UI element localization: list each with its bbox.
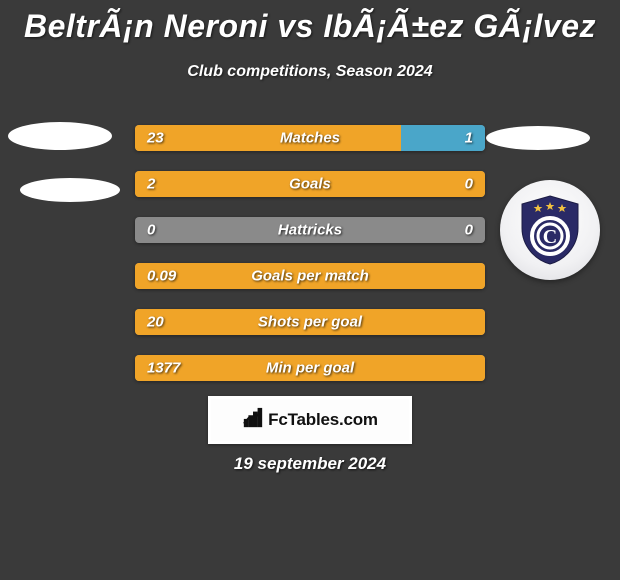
stat-left-value: 0 — [147, 222, 155, 239]
stat-row: 2 Goals 0 — [135, 171, 485, 197]
right-placeholder-ellipse — [486, 126, 590, 150]
stat-label: Shots per goal — [258, 314, 362, 331]
stat-label: Matches — [280, 130, 340, 147]
stat-left-value: 0.09 — [147, 268, 176, 285]
date-text: 19 september 2024 — [234, 454, 386, 474]
stat-row: 0.09 Goals per match — [135, 263, 485, 289]
stat-right-value: 0 — [465, 222, 473, 239]
stat-row: 0 Hattricks 0 — [135, 217, 485, 243]
chart-icon — [242, 407, 264, 434]
subtitle: Club competitions, Season 2024 — [0, 63, 620, 81]
brand-label: FcTables.com — [268, 410, 378, 430]
stat-left-value: 23 — [147, 130, 164, 147]
stat-left-value: 2 — [147, 176, 155, 193]
stat-left-value: 1377 — [147, 360, 180, 377]
stat-left-value: 20 — [147, 314, 164, 331]
stat-label: Goals per match — [251, 268, 369, 285]
stat-right-value: 0 — [465, 176, 473, 193]
stat-bar-left — [135, 125, 401, 151]
left-placeholder-ellipse-1 — [8, 122, 112, 150]
brand-box: FcTables.com — [208, 396, 412, 444]
stat-right-value: 1 — [465, 130, 473, 147]
stat-label: Hattricks — [278, 222, 342, 239]
svg-text:C: C — [543, 226, 557, 248]
stat-rows: 23 Matches 1 2 Goals 0 0 Hattricks 0 0.09 Goals pe… — [135, 125, 485, 401]
brand-text: FcTables.com — [242, 407, 378, 434]
stat-row: 23 Matches 1 — [135, 125, 485, 151]
shield-icon: C — [518, 194, 582, 266]
stat-row: 20 Shots per goal — [135, 309, 485, 335]
stat-label: Min per goal — [266, 360, 354, 377]
comparison-card: BeltrÃ¡n Neroni vs IbÃ¡Ã±ez GÃ¡lvez Club… — [0, 0, 620, 580]
left-placeholder-ellipse-2 — [20, 178, 120, 202]
title: BeltrÃ¡n Neroni vs IbÃ¡Ã±ez GÃ¡lvez — [0, 0, 620, 45]
stat-label: Goals — [289, 176, 331, 193]
team-badge: C — [500, 180, 600, 280]
stat-row: 1377 Min per goal — [135, 355, 485, 381]
